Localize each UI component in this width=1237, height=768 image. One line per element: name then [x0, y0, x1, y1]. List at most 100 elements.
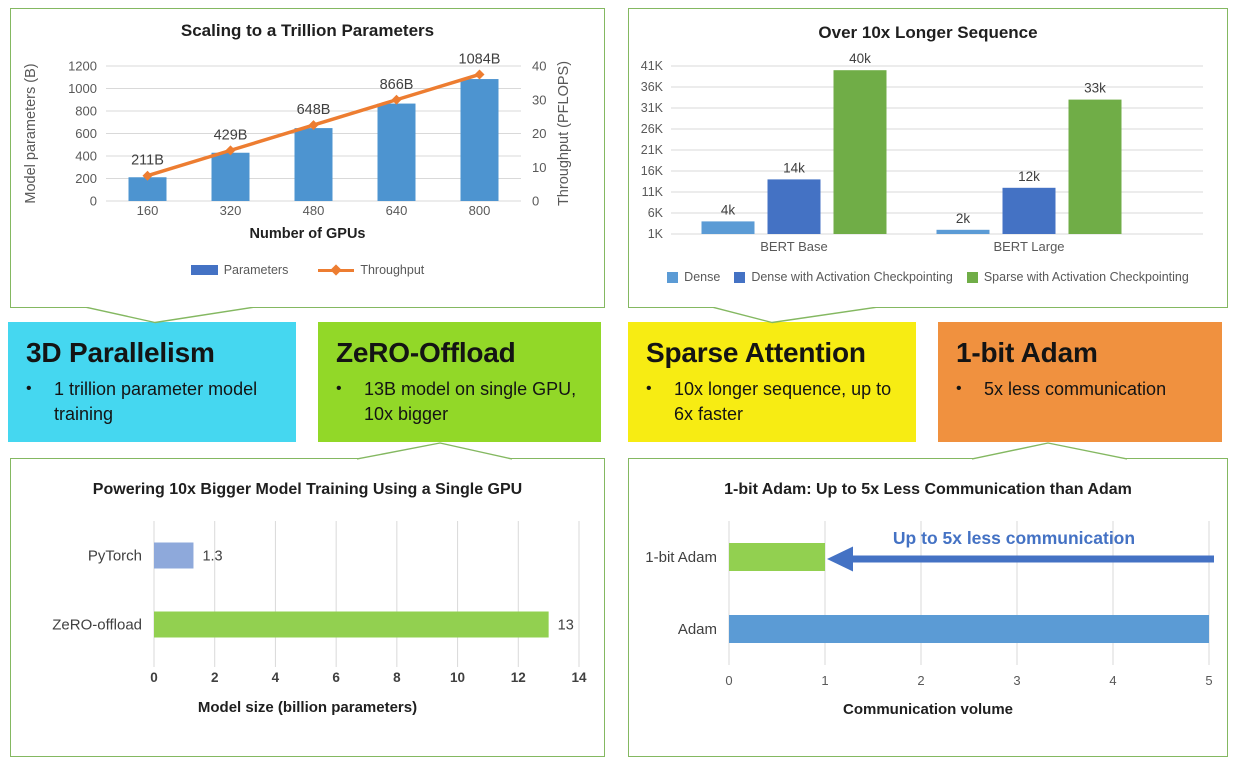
bar — [128, 177, 167, 201]
svg-text:ZeRO-offload: ZeRO-offload — [52, 617, 142, 634]
callout-pointer-zero-offload — [357, 442, 512, 460]
legend-item: Dense with Activation Checkpointing — [734, 270, 953, 284]
category-labels: BERT Base BERT Large — [760, 239, 1064, 254]
callout-3d-parallelism: 3D Parallelism • 1 trillion parameter mo… — [8, 322, 296, 442]
axis-ticks: 0 1 2 3 4 5 — [725, 673, 1212, 688]
svg-text:4: 4 — [1109, 673, 1116, 688]
data-labels: 4k 14k 40k 2k 12k 33k — [721, 51, 1106, 226]
callout-bullet-text: 5x less communication — [984, 379, 1167, 400]
bar — [377, 103, 416, 201]
annotation: Up to 5x less communication — [827, 528, 1214, 572]
svg-text:1084B: 1084B — [459, 51, 501, 67]
svg-text:14k: 14k — [783, 160, 805, 175]
legend-label: Sparse with Activation Checkpointing — [983, 270, 1189, 284]
callout-one-bit-adam: 1-bit Adam • 5x less communication — [938, 322, 1222, 442]
axis-ticks: 0 2 4 6 8 10 12 14 — [150, 670, 587, 685]
callout-title-sparse-attention: Sparse Attention — [646, 337, 866, 368]
scaling-chart-canvas: 0 200 400 600 800 1000 1200 0 10 20 30 40 211B 429B 64… — [23, 51, 572, 218]
svg-text:1K: 1K — [648, 227, 664, 241]
svg-text:3: 3 — [1013, 673, 1020, 688]
axis-ticks: 0 200 400 600 800 1000 1200 0 10 20 30 40 — [68, 59, 546, 209]
bar — [729, 543, 825, 571]
svg-text:160: 160 — [137, 203, 159, 218]
bullet-marker: • — [646, 380, 652, 398]
svg-text:6K: 6K — [648, 206, 664, 220]
category-labels: 1-bit Adam Adam — [645, 549, 717, 638]
arrow-head-icon — [827, 546, 853, 572]
svg-text:5: 5 — [1205, 673, 1212, 688]
svg-text:1.3: 1.3 — [202, 549, 222, 565]
svg-text:200: 200 — [75, 171, 97, 186]
one-bit-adam-chart-canvas: 0 1 2 3 4 5 1-bit Adam Adam Up to 5x less commun… — [645, 521, 1214, 688]
zero-offload-chart-canvas: 0 2 4 6 8 10 12 14 1.3 13 PyTorch ZeRO-offload — [52, 521, 587, 685]
svg-text:14: 14 — [571, 670, 587, 685]
svg-text:13: 13 — [558, 618, 574, 634]
bars — [128, 79, 499, 201]
svg-text:211B: 211B — [131, 153, 164, 169]
pointer-shape — [357, 442, 512, 460]
svg-text:1-bit Adam: 1-bit Adam — [645, 549, 717, 566]
data-labels: 1.3 13 — [202, 549, 573, 634]
svg-text:31K: 31K — [641, 101, 664, 115]
svg-text:640: 640 — [386, 203, 408, 218]
svg-text:2k: 2k — [956, 211, 971, 226]
svg-text:41K: 41K — [641, 59, 664, 73]
svg-text:8: 8 — [393, 670, 401, 685]
line-marker — [474, 69, 485, 80]
svg-text:10: 10 — [450, 670, 465, 685]
axis-labels: Model parameters (B) Throughput (PFLOPS) — [23, 61, 572, 206]
axis-ticks: 1K 6K 11K 16K 21K 26K 31K 36K 41K — [641, 59, 664, 241]
callout-bullet: • 13B model on single GPU, 10x bigger — [336, 377, 587, 427]
chart-panel-sequence: Over 10x Longer Sequence 1K 6K 11K 16K 21K 26… — [628, 8, 1228, 308]
svg-text:16K: 16K — [641, 164, 664, 178]
svg-text:12k: 12k — [1018, 169, 1040, 184]
chart-panel-zero-offload: Powering 10x Bigger Model Training Using… — [10, 458, 605, 757]
bars — [154, 542, 549, 638]
bar — [154, 611, 549, 638]
bar — [729, 615, 1209, 643]
one-bit-adam-x-axis-title: Communication volume — [842, 701, 1014, 718]
callout-sparse-attention: Sparse Attention • 10x longer sequence, … — [628, 322, 916, 442]
bar — [767, 179, 821, 234]
gridlines — [671, 65, 1203, 235]
svg-text:800: 800 — [469, 203, 491, 218]
svg-text:BERT Large: BERT Large — [993, 239, 1064, 254]
svg-text:33k: 33k — [1084, 81, 1106, 96]
bars — [701, 70, 1122, 234]
svg-text:400: 400 — [75, 149, 97, 164]
legend-label: Parameters — [223, 263, 289, 277]
callout-pointer-one-bit-adam — [972, 442, 1127, 460]
line-marker — [308, 120, 319, 131]
bar — [1002, 187, 1056, 234]
legend-item: Dense — [667, 270, 720, 284]
callout-bullet-text: 13B model on single GPU, 10x bigger — [364, 379, 577, 425]
legend-item: Throughput — [318, 263, 424, 277]
svg-text:480: 480 — [303, 203, 325, 218]
callout-bullet: • 10x longer sequence, up to 6x faster — [646, 377, 902, 427]
legend-swatch-icon — [190, 265, 218, 275]
callout-pointer-scaling — [85, 306, 255, 323]
chart-title-scaling: Scaling to a Trillion Parameters — [180, 21, 435, 40]
line-series — [142, 69, 485, 181]
line-marker — [391, 94, 402, 105]
callout-pointer-sequence — [712, 306, 878, 323]
callout-bullet-text: 1 trillion parameter model training — [54, 379, 258, 425]
svg-text:30: 30 — [532, 92, 546, 107]
chart-title-zero-offload: Powering 10x Bigger Model Training Using… — [92, 481, 523, 498]
svg-text:Adam: Adam — [678, 621, 717, 638]
pointer-shape — [85, 306, 255, 323]
svg-text:600: 600 — [75, 126, 97, 141]
category-labels: PyTorch ZeRO-offload — [52, 548, 142, 634]
svg-text:0: 0 — [725, 673, 732, 688]
svg-text:Throughput (PFLOPS): Throughput (PFLOPS) — [556, 61, 572, 206]
callout-bullet-text: 10x longer sequence, up to 6x faster — [674, 379, 892, 425]
legend-label: Dense with Activation Checkpointing — [751, 270, 953, 284]
bullet-marker: • — [956, 380, 962, 398]
svg-text:Model parameters (B): Model parameters (B) — [23, 63, 39, 203]
bar — [460, 79, 499, 201]
zero-offload-x-axis-title: Model size (billion parameters) — [197, 699, 418, 716]
svg-text:11K: 11K — [642, 185, 664, 199]
legend-label: Throughput — [360, 263, 425, 277]
svg-text:2: 2 — [917, 673, 924, 688]
callout-bullet: • 1 trillion parameter model training — [26, 377, 282, 427]
